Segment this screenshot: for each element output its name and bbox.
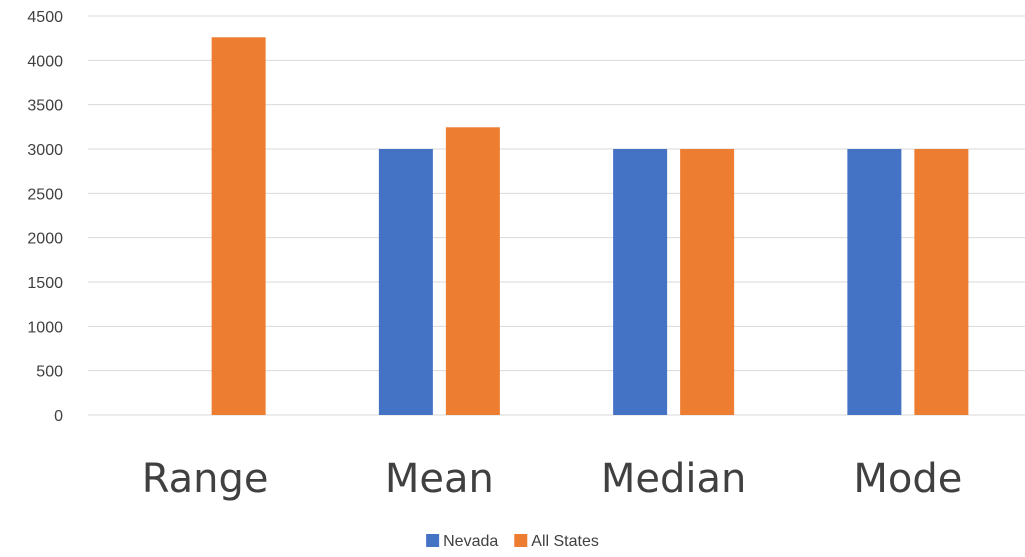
bar-nevada-median (613, 149, 668, 415)
legend-label: All States (531, 533, 599, 550)
legend: Nevada All States (426, 533, 599, 550)
x-axis-category-labels: Range Mean Median Mode (142, 456, 963, 502)
bar-all-states-range (211, 37, 266, 415)
x-category-label: Range (142, 456, 269, 502)
y-tick-label: 4000 (27, 53, 63, 70)
legend-label: Nevada (443, 533, 498, 550)
y-tick-label: 3500 (27, 98, 63, 115)
legend-swatch (426, 534, 440, 547)
bar-all-states-mode (914, 149, 969, 415)
y-tick-label: 4500 (27, 9, 63, 26)
y-tick-label: 500 (36, 364, 63, 381)
y-tick-label: 2500 (27, 186, 63, 203)
bar-all-states-mean (445, 127, 500, 415)
bar-nevada-mean (378, 149, 433, 415)
x-category-label: Mean (385, 456, 494, 502)
y-axis-tick-labels: 0 500 1000 1500 2000 2500 3000 3500 4000 4500 (27, 9, 63, 425)
x-category-label: Mode (853, 456, 962, 502)
y-tick-label: 3000 (27, 142, 63, 159)
x-category-label: Median (601, 456, 747, 502)
bars (211, 37, 969, 415)
y-tick-label: 1500 (27, 275, 63, 292)
legend-swatch (514, 534, 528, 547)
y-tick-label: 2000 (27, 231, 63, 248)
bar-nevada-mode (847, 149, 902, 415)
bar-all-states-median (680, 149, 735, 415)
y-tick-label: 0 (54, 408, 63, 425)
y-tick-label: 1000 (27, 319, 63, 336)
